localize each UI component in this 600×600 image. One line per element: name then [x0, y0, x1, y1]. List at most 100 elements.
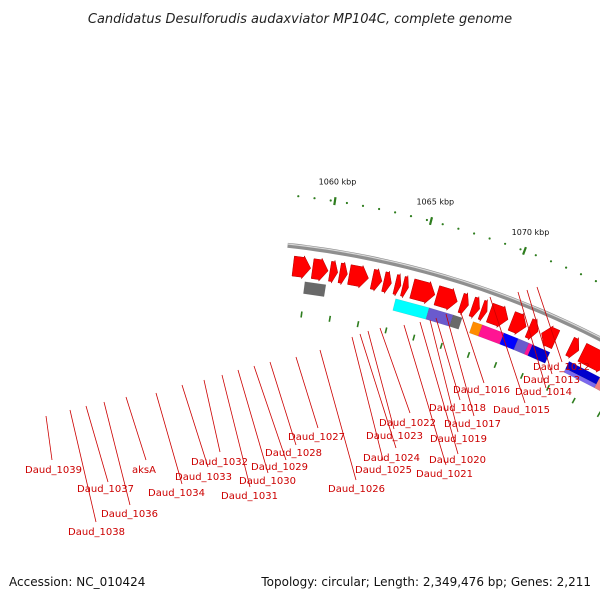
- gene-label-line: [489, 296, 526, 404]
- gene-label: Daud_1018: [429, 403, 486, 414]
- scale-major-tick: [333, 197, 337, 206]
- gene-label-line: [435, 317, 461, 401]
- gene-label-line: [45, 415, 53, 461]
- feature-block: [563, 368, 597, 389]
- forward-gene-arrow: [392, 273, 402, 297]
- gene-label-lines: [45, 286, 563, 523]
- forward-gene-arrow: [577, 342, 600, 373]
- scale-minor-tick: [473, 232, 476, 235]
- gene-label-line: [85, 405, 109, 483]
- scale-minor-tick: [594, 280, 598, 283]
- gene-label-line: [351, 336, 384, 461]
- scale-minor-tick: [534, 254, 537, 257]
- lower-ring-tick: [466, 351, 471, 359]
- gene-label-line: [181, 384, 209, 468]
- scale-tick-label: 1060 kbp: [319, 177, 357, 186]
- scale-minor-tick: [519, 248, 522, 251]
- gene-label-line: [403, 324, 447, 466]
- gene-label: Daud_1015: [493, 405, 550, 416]
- gene-label: Daud_1027: [288, 432, 345, 443]
- lower-ring-tick: [300, 311, 303, 318]
- lower-ring-tick: [493, 361, 498, 369]
- gene-label-line: [379, 327, 411, 414]
- gene-label-line: [69, 409, 97, 523]
- cds-feature-blocks: [303, 281, 600, 392]
- gene-label-line: [103, 401, 131, 506]
- scale-major-tick: [428, 216, 434, 226]
- lower-ring-tick: [356, 321, 360, 328]
- forward-gene-arrow: [507, 311, 527, 336]
- scale-tick-label: 1070 kbp: [512, 228, 550, 237]
- map-title: Candidatus Desulforudis audaxviator MP10…: [88, 12, 512, 27]
- scale-minor-tick: [394, 211, 397, 214]
- scale-minor-tick: [297, 195, 300, 198]
- gene-label-line: [237, 369, 269, 474]
- gene-label: Daud_1028: [265, 448, 322, 459]
- feature-block: [303, 281, 327, 297]
- gene-label: Daud_1014: [515, 387, 572, 398]
- gene-label: Daud_1037: [77, 484, 134, 495]
- gene-label-line: [203, 379, 221, 453]
- scale-minor-tick: [329, 199, 332, 202]
- gene-label: Daud_1016: [453, 385, 510, 396]
- scale-minor-tick: [361, 204, 365, 207]
- scale-minor-tick: [565, 266, 568, 269]
- forward-gene-arrow: [485, 302, 509, 329]
- accession-text: Accession: NC_010424: [9, 575, 145, 589]
- forward-gene-arrow: [291, 255, 312, 280]
- gene-label-line: [526, 289, 553, 375]
- gene-label-line: [459, 309, 485, 384]
- forward-gene-arrow: [457, 292, 469, 315]
- forward-gene-arrow: [400, 275, 409, 298]
- gene-label: Daud_1019: [430, 434, 487, 445]
- gene-label: Daud_1038: [68, 527, 125, 538]
- forward-gene-arrow: [565, 336, 580, 359]
- forward-gene-arrow: [337, 261, 348, 285]
- gene-label: Daud_1013: [523, 375, 580, 386]
- gene-label: Daud_1031: [221, 491, 278, 502]
- gene-label-line: [445, 313, 475, 417]
- gene-label-line: [125, 396, 147, 461]
- scale-minor-tick: [504, 242, 507, 245]
- gene-label: Daud_1029: [251, 462, 308, 473]
- genome-backbone: [287, 242, 600, 342]
- gene-label-line: [517, 291, 547, 389]
- scale-minor-tick: [441, 223, 444, 226]
- forward-gene-arrow: [369, 267, 383, 292]
- lower-ring-tick: [412, 334, 416, 341]
- feature-block: [468, 321, 483, 337]
- gene-label: Daud_1020: [429, 455, 486, 466]
- forward-gene-arrow: [433, 285, 458, 311]
- scale-minor-tick: [457, 227, 460, 230]
- forward-gene-arrow: [409, 278, 436, 305]
- gene-label-line: [295, 356, 319, 429]
- gene-label: Daud_1032: [191, 457, 248, 468]
- scale-minor-tick: [579, 273, 583, 276]
- forward-gene-arrow: [381, 271, 392, 294]
- gene-label: Daud_1023: [366, 431, 423, 442]
- lower-ring-tick: [328, 315, 332, 322]
- gene-label: Daud_1024: [363, 453, 420, 464]
- scale-minor-tick: [488, 237, 491, 240]
- scale-minor-tick: [345, 201, 348, 205]
- gene-label-line: [359, 333, 397, 449]
- scale-major-tick: [522, 246, 527, 255]
- genome-backbone-highlight: [287, 243, 600, 339]
- gene-label: Daud_1030: [239, 476, 296, 487]
- scale-ticks: [333, 197, 527, 255]
- gene-label-line: [536, 286, 563, 363]
- scale-dots: [297, 195, 598, 283]
- forward-gene-arrow: [310, 257, 329, 282]
- gene-label-line: [221, 374, 251, 488]
- forward-gene-arrow: [347, 264, 369, 289]
- topology-text: Topology: circular; Length: 2,349,476 bp…: [260, 575, 591, 589]
- gene-label-line: [269, 361, 297, 446]
- gene-label-line: [253, 365, 287, 461]
- scale-tick-label: 1065 kbp: [416, 198, 454, 207]
- scale-minor-tick: [409, 215, 413, 218]
- gene-label: Daud_1033: [175, 472, 232, 483]
